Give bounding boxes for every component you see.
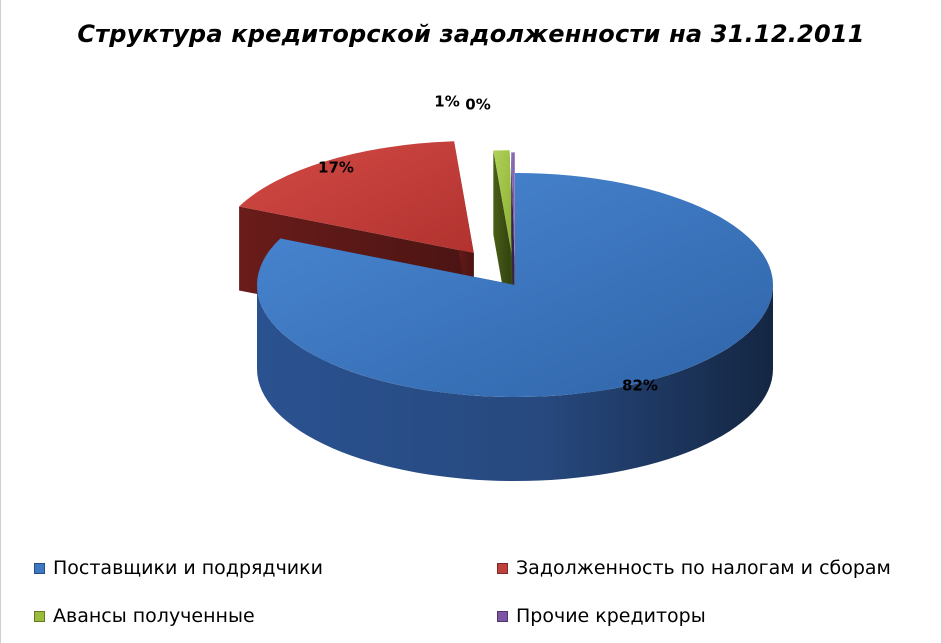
slice-taxes — [239, 141, 474, 253]
data-label-taxes: 17% — [318, 159, 354, 177]
pie-slices — [239, 141, 774, 481]
slice-suppliers-group — [257, 173, 774, 481]
data-label-advances: 1% — [434, 93, 459, 111]
slice-suppliers — [257, 173, 774, 398]
slice-advances — [493, 150, 514, 263]
data-label-other: 0% — [465, 96, 490, 114]
slice-side-suppliers — [257, 285, 773, 481]
slice-other — [511, 152, 515, 265]
data-label-suppliers: 82% — [622, 377, 658, 395]
pie-data-labels: 82% 17% 1% 0% — [318, 93, 658, 395]
chart-title: Структура кредиторской задолженности на … — [77, 20, 865, 48]
